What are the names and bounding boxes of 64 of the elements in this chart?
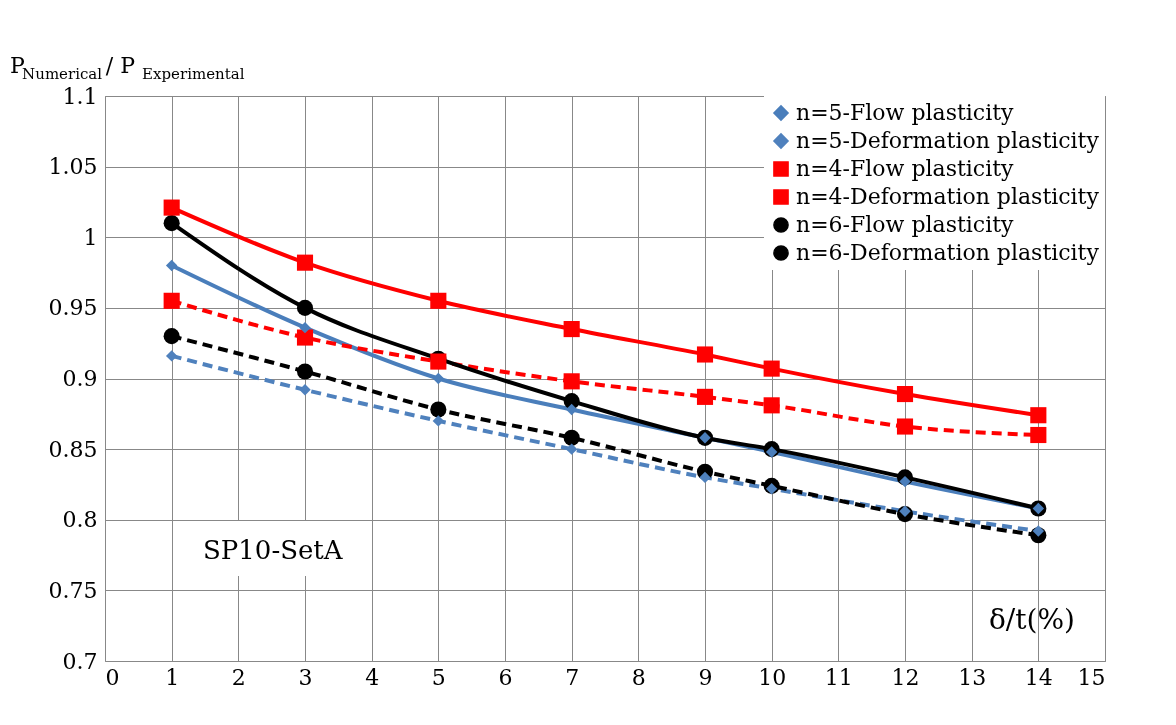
y-tick-label: 0.85 <box>48 436 98 462</box>
point <box>563 429 580 446</box>
x-tick-label: 4 <box>365 664 380 690</box>
point <box>696 388 714 405</box>
point <box>1030 407 1047 424</box>
point <box>896 418 914 435</box>
x-tick-label: 15 <box>1077 664 1106 690</box>
x-tick-label: 1 <box>165 664 180 690</box>
x-tick-label: 13 <box>958 664 987 690</box>
x-tick-label: 6 <box>498 664 513 690</box>
point <box>763 397 780 414</box>
point <box>696 346 714 363</box>
x-tick-label: 7 <box>565 664 580 690</box>
point <box>430 292 447 309</box>
point <box>430 401 447 418</box>
y-tick-label: 1.05 <box>48 154 98 180</box>
legend-label: n=6-Flow plasticity <box>796 212 1014 237</box>
point <box>896 385 914 403</box>
x-tick-label: 0 <box>105 664 120 690</box>
point <box>299 321 311 334</box>
x-tick-label: 10 <box>758 664 787 690</box>
x-tick-label: 11 <box>824 664 853 690</box>
legend-label: n=4-Flow plasticity <box>796 156 1014 181</box>
point <box>165 259 178 272</box>
x-tick-label: 12 <box>891 664 920 690</box>
point <box>296 363 314 380</box>
y-tick-label: 0.7 <box>62 648 98 674</box>
x-tick-label: 2 <box>231 664 246 690</box>
point <box>563 321 580 338</box>
point <box>163 199 180 216</box>
point <box>163 215 180 232</box>
point <box>563 373 580 390</box>
point <box>765 446 778 458</box>
x-tick-label: 3 <box>298 664 313 690</box>
y-tick-label: 0.8 <box>62 507 98 533</box>
point <box>163 292 180 309</box>
x-tick-label: 8 <box>631 664 646 690</box>
point <box>165 350 178 362</box>
point <box>763 360 780 377</box>
point <box>1030 426 1047 444</box>
y-tick-label: 1.1 <box>62 83 98 109</box>
point <box>765 482 778 495</box>
y-tick-label: 0.75 <box>48 577 98 603</box>
legend-label: n=5-Deformation plasticity <box>796 128 1100 153</box>
x-tick-label: 9 <box>698 664 713 690</box>
point <box>163 328 180 345</box>
point <box>1032 525 1045 537</box>
annotation: SP10-SetA <box>203 535 344 565</box>
point <box>296 299 314 316</box>
y-tick-label: 0.9 <box>62 366 98 391</box>
point <box>432 372 445 385</box>
point <box>299 384 311 396</box>
point <box>296 254 314 271</box>
point <box>699 471 711 484</box>
legend-label: n=4-Deformation plasticity <box>796 184 1100 209</box>
point <box>296 329 314 346</box>
y-tick-label: 1 <box>83 224 98 250</box>
x-tick-label: 5 <box>431 664 446 690</box>
point <box>565 403 578 416</box>
x-axis-title: δ/t(%) <box>989 603 1075 636</box>
x-tick-label: 14 <box>1024 664 1053 690</box>
legend-label: n=6-Deformation plasticity <box>796 240 1100 265</box>
legend-label: n=5-Flow plasticity <box>796 100 1014 125</box>
y-tick-label: 0.95 <box>48 295 98 321</box>
